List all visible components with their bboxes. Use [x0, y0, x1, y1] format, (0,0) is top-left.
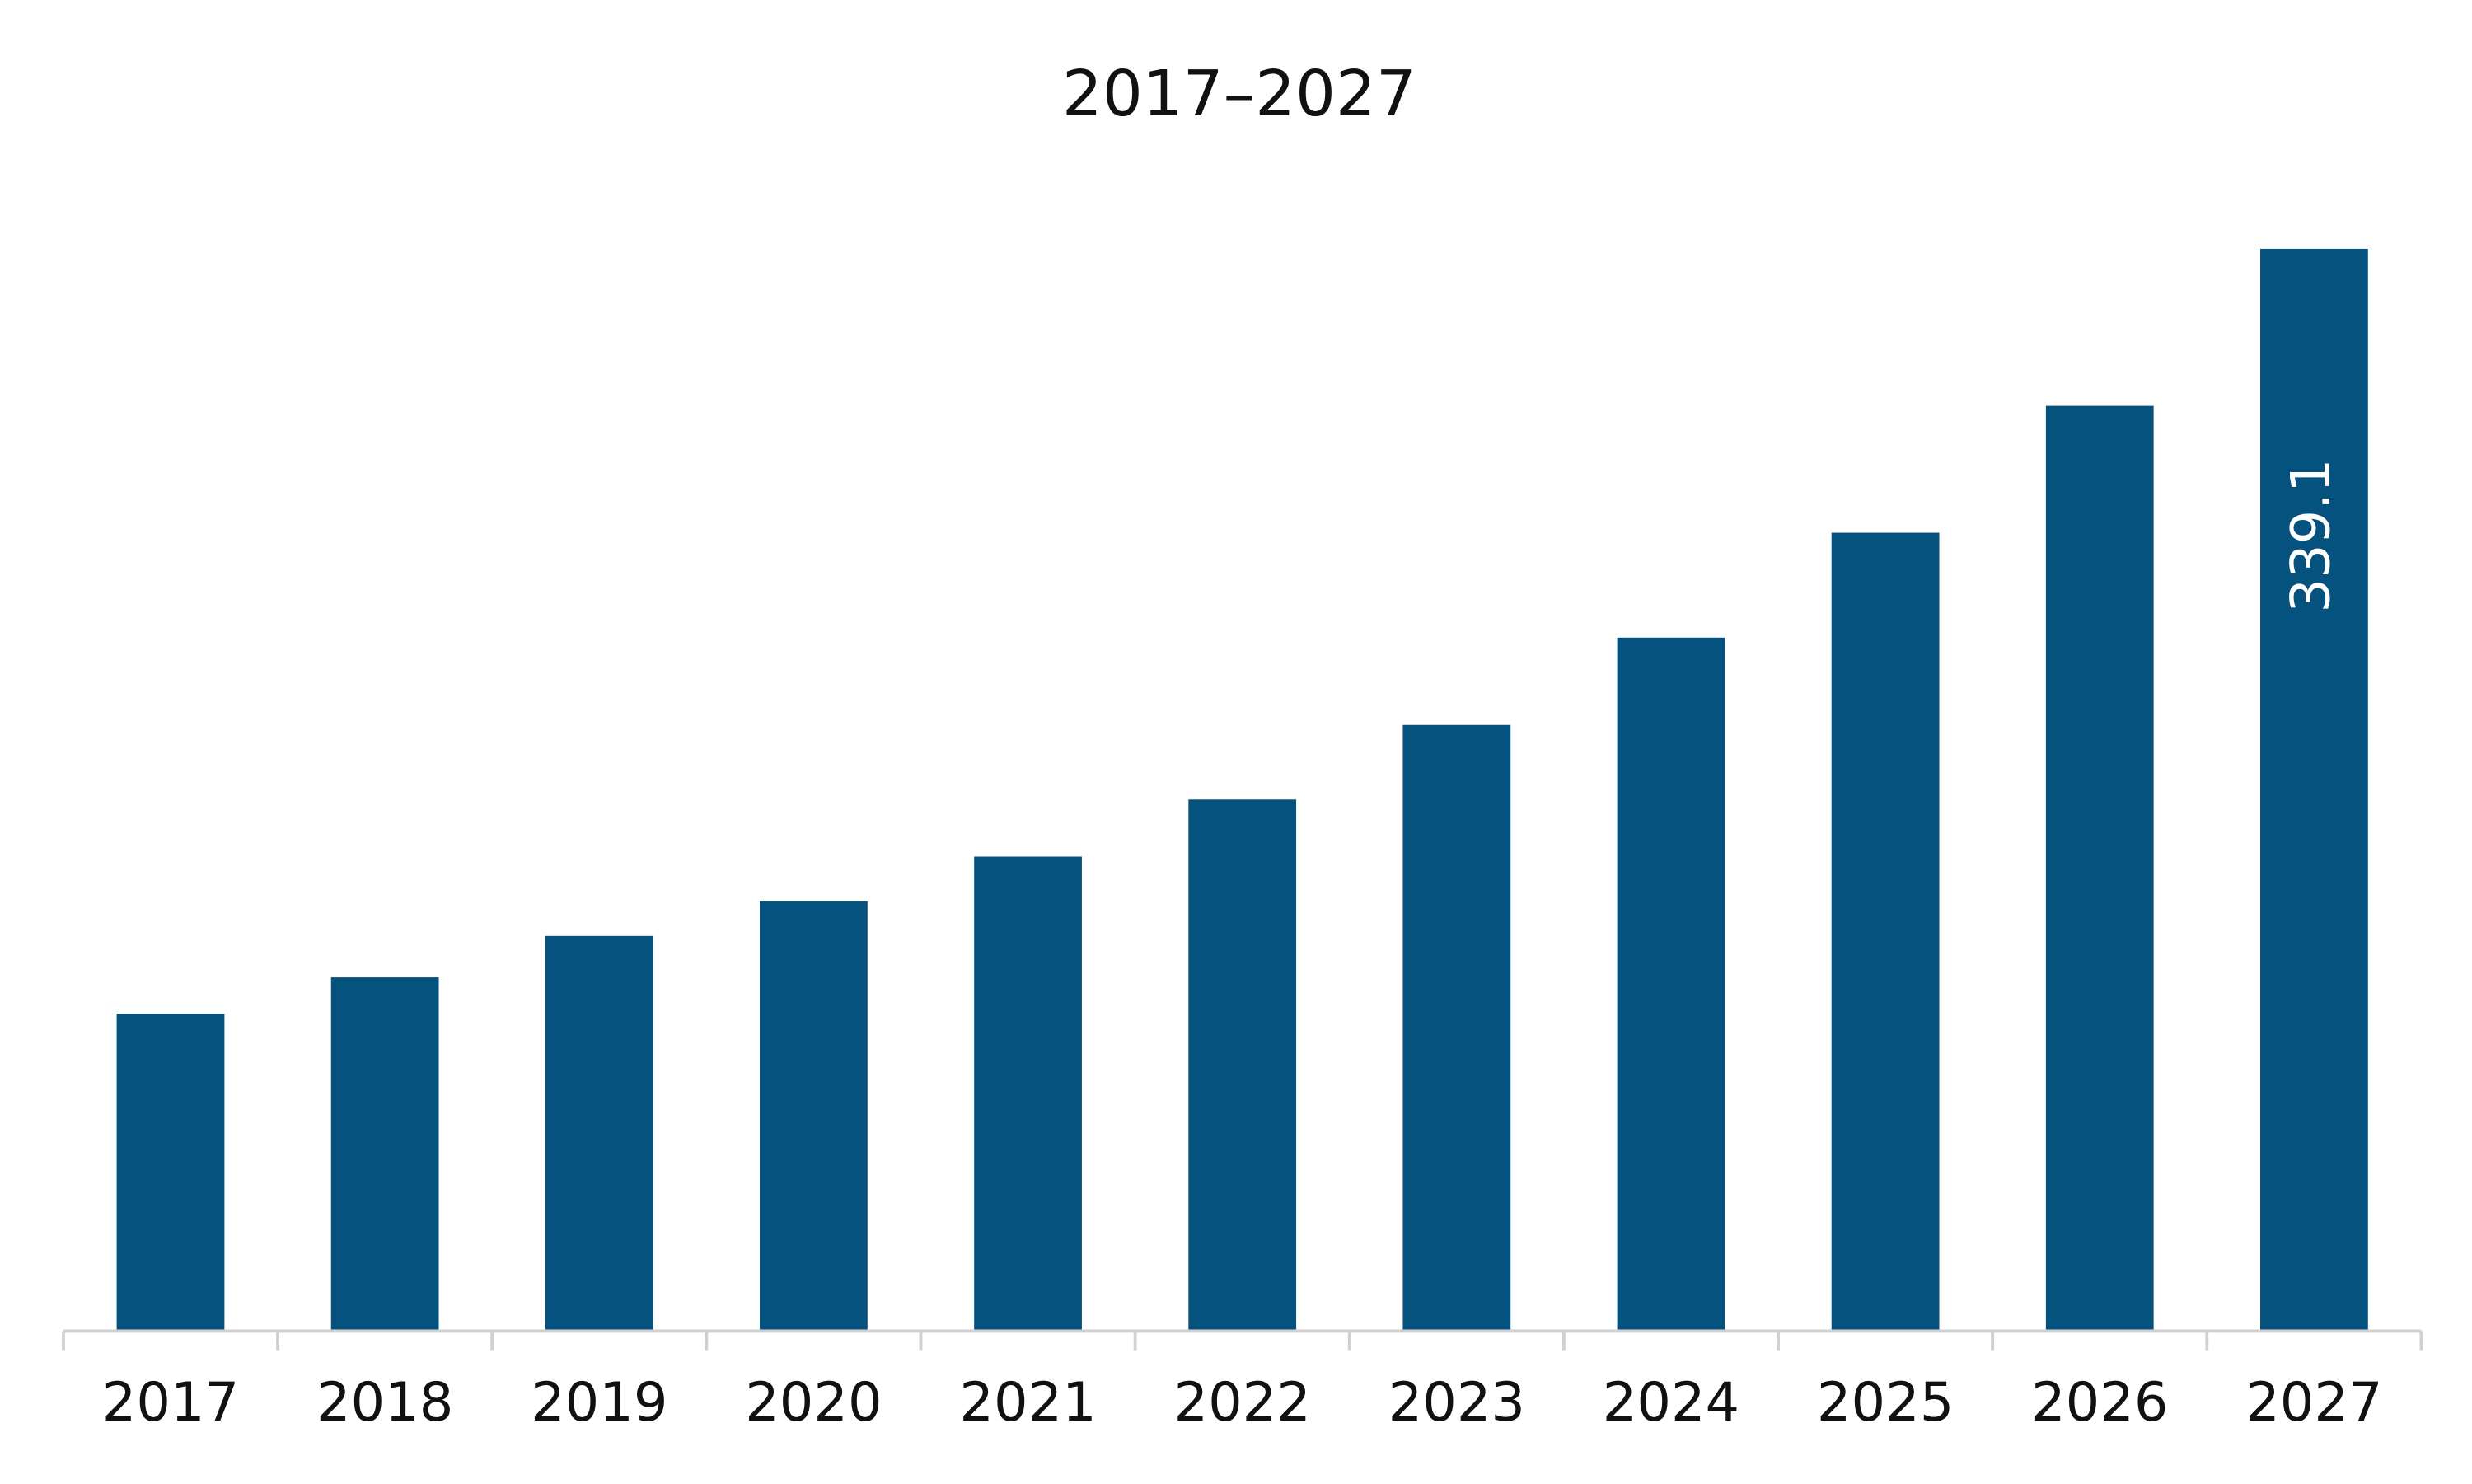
bar	[760, 901, 868, 1330]
chart-title: 2017–2027	[1062, 58, 1416, 131]
bar	[545, 935, 653, 1330]
bar	[116, 1014, 225, 1330]
bar	[1188, 799, 1297, 1330]
bar	[330, 977, 439, 1330]
bar	[974, 856, 1082, 1330]
x-tick-label: 2017	[102, 1371, 239, 1434]
x-tick-label: 2025	[1817, 1371, 1954, 1434]
x-tick-label: 2019	[531, 1371, 667, 1434]
x-tick-label: 2024	[1603, 1371, 1739, 1434]
x-tick-label: 2023	[1388, 1371, 1525, 1434]
bar	[1402, 724, 1511, 1330]
bar	[2045, 405, 2154, 1330]
x-tick-label: 2027	[2245, 1371, 2382, 1434]
bar	[1617, 637, 1725, 1330]
value-label: 339.1	[2279, 458, 2342, 612]
x-tick-label: 2022	[1174, 1371, 1311, 1434]
bar	[2260, 248, 2368, 1330]
x-tick-label: 2026	[2031, 1371, 2168, 1434]
bar	[1831, 532, 1940, 1330]
x-tick-label: 2021	[959, 1371, 1096, 1434]
x-tick-label: 2020	[745, 1371, 882, 1434]
x-tick-label: 2018	[316, 1371, 453, 1434]
